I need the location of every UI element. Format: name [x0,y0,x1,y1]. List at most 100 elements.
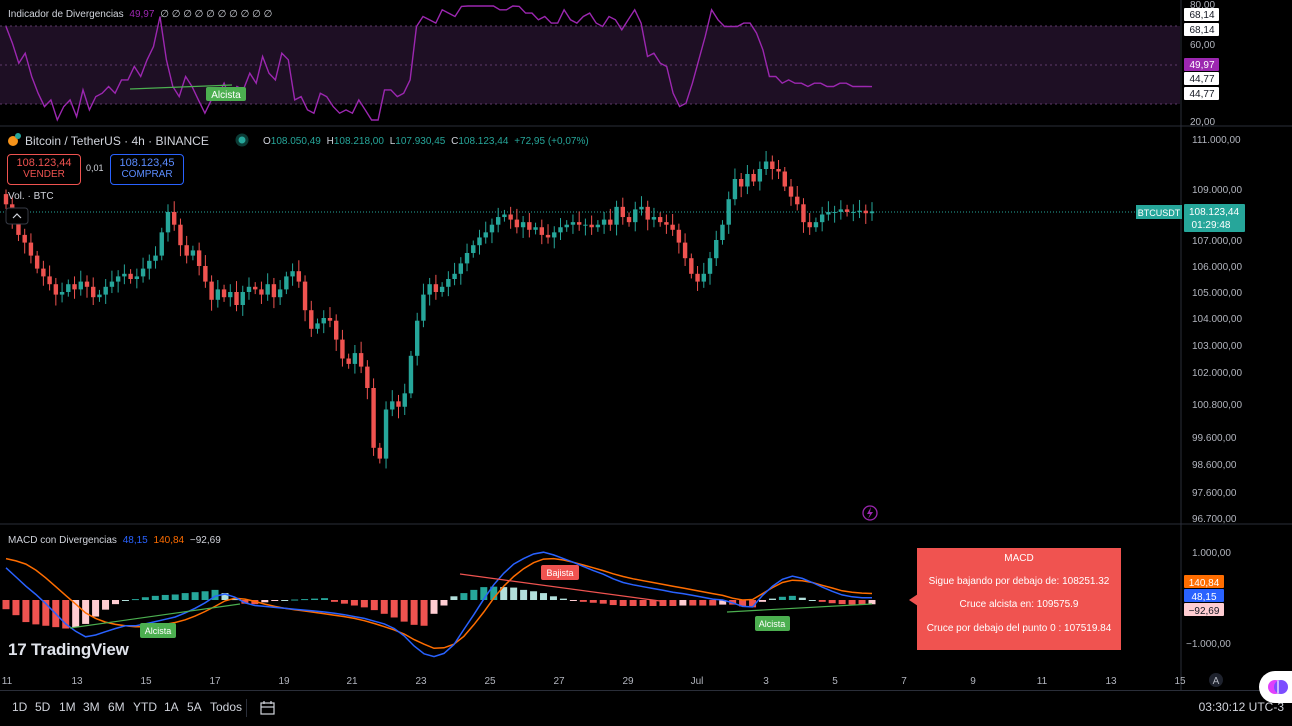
candle-body [22,234,27,243]
candle-body [34,255,40,269]
price-axis-label: 97.600,00 [1192,488,1237,499]
candle-body [97,294,102,298]
candle-body [670,224,675,230]
candle-body [134,276,140,279]
candle-body [583,224,588,226]
rsi-value-tag-text: 44,77 [1189,74,1214,85]
timeframe-1a[interactable]: 1A [164,700,179,714]
rsi-divergence-badge [206,87,246,101]
market-status-icon[interactable] [235,133,249,147]
countdown-text: 01:29:48 [1192,220,1231,231]
macd-histogram-bar [679,600,687,606]
time-axis-label: 7 [901,676,907,687]
collapse-legend-button[interactable] [5,207,29,225]
tradingview-logo-mark: 17 [8,640,27,659]
price-axis-label: 96.700,00 [1192,514,1237,525]
price-axis-label: 111.000,00 [1192,135,1241,146]
lightning-icon[interactable] [862,505,878,521]
timeframe-3m[interactable]: 3M [83,700,100,714]
candle-body [869,211,875,214]
rsi-value-tag-text: 44,77 [1189,89,1214,100]
macd-histogram-bar [470,589,478,600]
candle-body [196,250,202,266]
assistant-bubble[interactable] [1259,671,1292,703]
candle-body [552,232,557,238]
macd-histogram-bar [161,594,169,600]
candle-body [502,214,507,218]
hist-value: −92,69 [190,535,221,546]
macd-histogram-bar [281,600,289,601]
candle-body [608,219,613,225]
time-axis-label: 23 [415,676,427,687]
timeframe-5a[interactable]: 5A [187,700,202,714]
macd-histogram-bar [62,600,70,629]
buy-button[interactable]: 108.123,45 COMPRAR [110,154,184,185]
candle-body [788,186,794,197]
spread-value: 0,01 [86,163,104,173]
time-axis-label: 3 [763,676,769,687]
rsi-value-tag-text: 68,14 [1189,10,1214,21]
candle-body [246,286,252,292]
macd-histogram-bar [500,587,508,600]
candle-body [72,284,77,290]
candle-body [564,224,569,228]
candle-body [140,268,146,277]
rsi-axis-label: 60,00 [1190,40,1215,51]
candle-body [776,169,781,172]
macd-histogram-bar [171,594,179,600]
date-range-icon[interactable] [259,699,277,717]
candle-body [41,268,46,277]
candle-body [265,284,270,295]
candle-body [639,206,644,210]
macd-histogram-bar [828,600,836,604]
macd-histogram-bar [858,600,866,605]
timeframe-1d[interactable]: 1D [12,700,28,714]
timeframe-todos[interactable]: Todos [210,700,243,714]
macd-legend: MACD con Divergencias 48,15 140,84 −92,6… [8,535,221,546]
candle-body [84,281,90,287]
candle-body [483,232,488,238]
time-axis-label: 15 [140,676,152,687]
candle-body [358,353,364,367]
symbol-icon [8,133,21,146]
o-value: 108.050,49 [271,136,321,147]
rsi-title: Indicador de Divergencias [8,9,124,20]
candle-body [770,161,775,169]
symbol-title[interactable]: Bitcoin / TetherUS · 4h · BINANCE [25,134,209,148]
timeframe-1m[interactable]: 1M [59,700,76,714]
price-axis-label: 102.000,00 [1192,368,1242,379]
candle-body [732,179,738,200]
candle-body [128,273,133,279]
candle-body [371,388,376,448]
auto-scale-button[interactable] [1209,673,1223,687]
rsi-value-tag-text: 68,14 [1189,25,1214,36]
macd-histogram-bar [520,589,528,600]
macd-axis-label: −1.000,00 [1186,639,1231,650]
macd-histogram-bar [340,600,348,604]
tradingview-logo[interactable]: 17 TradingView [8,640,129,660]
clock[interactable]: 03:30:12 UTC-3 [1198,700,1284,714]
macd-histogram-bar [151,595,159,600]
sell-button[interactable]: 108.123,44 VENDER [7,154,81,185]
macd-histogram-bar [390,600,398,618]
timeframe-ytd[interactable]: YTD [133,700,157,714]
candle-body [844,209,850,212]
rsi-value-tag [1184,8,1219,21]
macd-histogram-bar [2,600,10,610]
candle-body [558,227,563,233]
candle-body [277,289,283,298]
macd-histogram-bar [430,600,438,614]
candle-body [383,409,389,459]
macd-value-tag-text: 140,84 [1189,578,1220,589]
candle-body [109,281,115,287]
candle-body [738,179,744,187]
macd-histogram-bar [221,593,229,600]
candle-body [284,276,289,290]
time-axis-label: 15 [1174,676,1186,687]
timeframe-6m[interactable]: 6M [108,700,125,714]
candle-body [464,253,470,264]
macd-histogram-bar [709,600,717,606]
candle-body [838,209,844,212]
timeframe-5d[interactable]: 5D [35,700,51,714]
